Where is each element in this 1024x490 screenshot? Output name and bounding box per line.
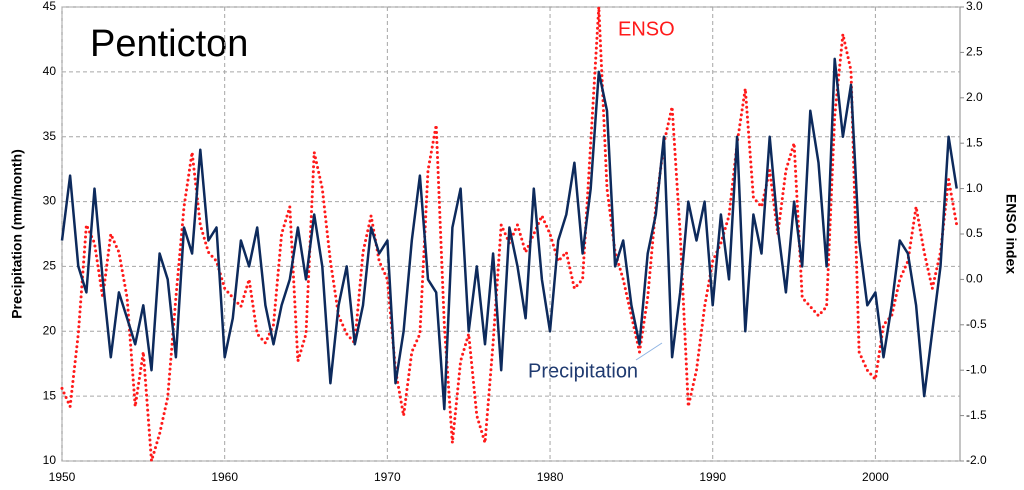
x-tick-label: 1970 (374, 470, 401, 484)
y2-tick-label: 3.0 (966, 0, 983, 13)
y2-tick-label: -1.0 (966, 362, 987, 376)
y-tick-label: 10 (43, 453, 57, 467)
enso-annotation: ENSO (618, 18, 675, 40)
y2-tick-label: 2.0 (966, 90, 983, 104)
y2-tick-label: 0.5 (966, 226, 983, 240)
series-line (60, 57, 958, 411)
y-tick-label: 25 (43, 259, 57, 273)
x-tick-label: 1950 (49, 470, 76, 484)
y2-tick-label: 2.5 (966, 45, 983, 59)
y2-tick-label: -0.5 (966, 317, 987, 331)
y2-tick-label: -1.5 (966, 408, 987, 422)
y-tick-label: 30 (43, 194, 57, 208)
chart-title: Penticton (90, 23, 248, 65)
annotation-leader (635, 342, 663, 361)
y2-tick-label: -2.0 (966, 453, 987, 467)
y2-tick-label: 1.5 (966, 135, 983, 149)
y2-tick-label: 0.0 (966, 272, 983, 286)
precipitation-annotation: Precipitation (528, 360, 638, 382)
y-tick-label: 15 (43, 388, 57, 402)
y-tick-label: 40 (43, 64, 57, 78)
y-axis-label: Precipitation (mm/month) (9, 149, 25, 319)
y2-tick-label: 1.0 (966, 181, 983, 195)
x-tick-label: 1990 (699, 470, 726, 484)
y2-axis-label: ENSO index (1003, 194, 1019, 274)
x-tick-label: 1980 (537, 470, 564, 484)
y-tick-label: 20 (43, 323, 57, 337)
y-tick-label: 35 (43, 129, 57, 143)
x-tick-label: 1960 (211, 470, 238, 484)
x-tick-label: 2000 (862, 470, 889, 484)
y-tick-label: 45 (43, 0, 57, 13)
